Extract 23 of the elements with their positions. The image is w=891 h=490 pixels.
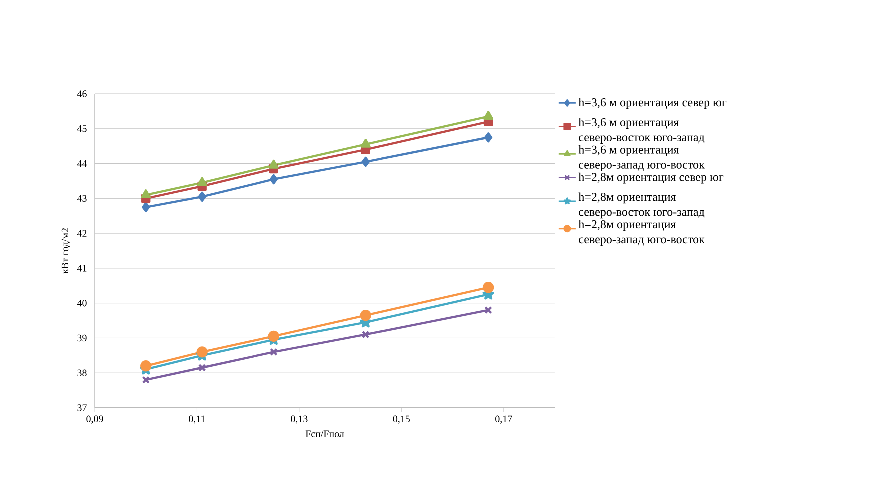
legend-label: h=2,8м ориентация северо-запад юго-восток [578,220,705,246]
y-tick-label: 37 [78,404,87,412]
x-tick-label: 0,11 [189,416,206,424]
y-tick-label: 46 [77,90,87,98]
x-axis-title: Fсп/Fпол [306,430,344,438]
x-tick-label: 0,17 [496,416,512,424]
y-tick-label: 43 [77,195,87,202]
legend-label: h=2,8м ориентация северо-восток юго-запад [578,192,705,219]
x-tick-label: 0,09 [86,416,104,424]
y-axis-title: кВт год/м2 [62,228,70,274]
y-tick-label: 38 [78,370,87,376]
legend-label: h=3,6 м ориентация северо-запад юго-восток [578,145,705,172]
x-tick-label: 0,13 [291,416,308,424]
y-tick-label: 44 [77,160,88,168]
y-tick-label: 39 [78,334,87,342]
x-tick-label: 0,15 [393,416,410,424]
y-tick-label: 42 [77,230,87,237]
legend-label: h=3,6 м ориентация северо-восток юго-запад [578,118,705,144]
y-tick-label: 45 [77,126,87,132]
y-tick-label: 41 [77,265,87,272]
legend-label: h=3,6 м ориентация север юг [578,98,727,110]
legend-label: h=2,8м ориентация север юг [578,172,724,184]
y-tick-label: 40 [77,300,87,307]
